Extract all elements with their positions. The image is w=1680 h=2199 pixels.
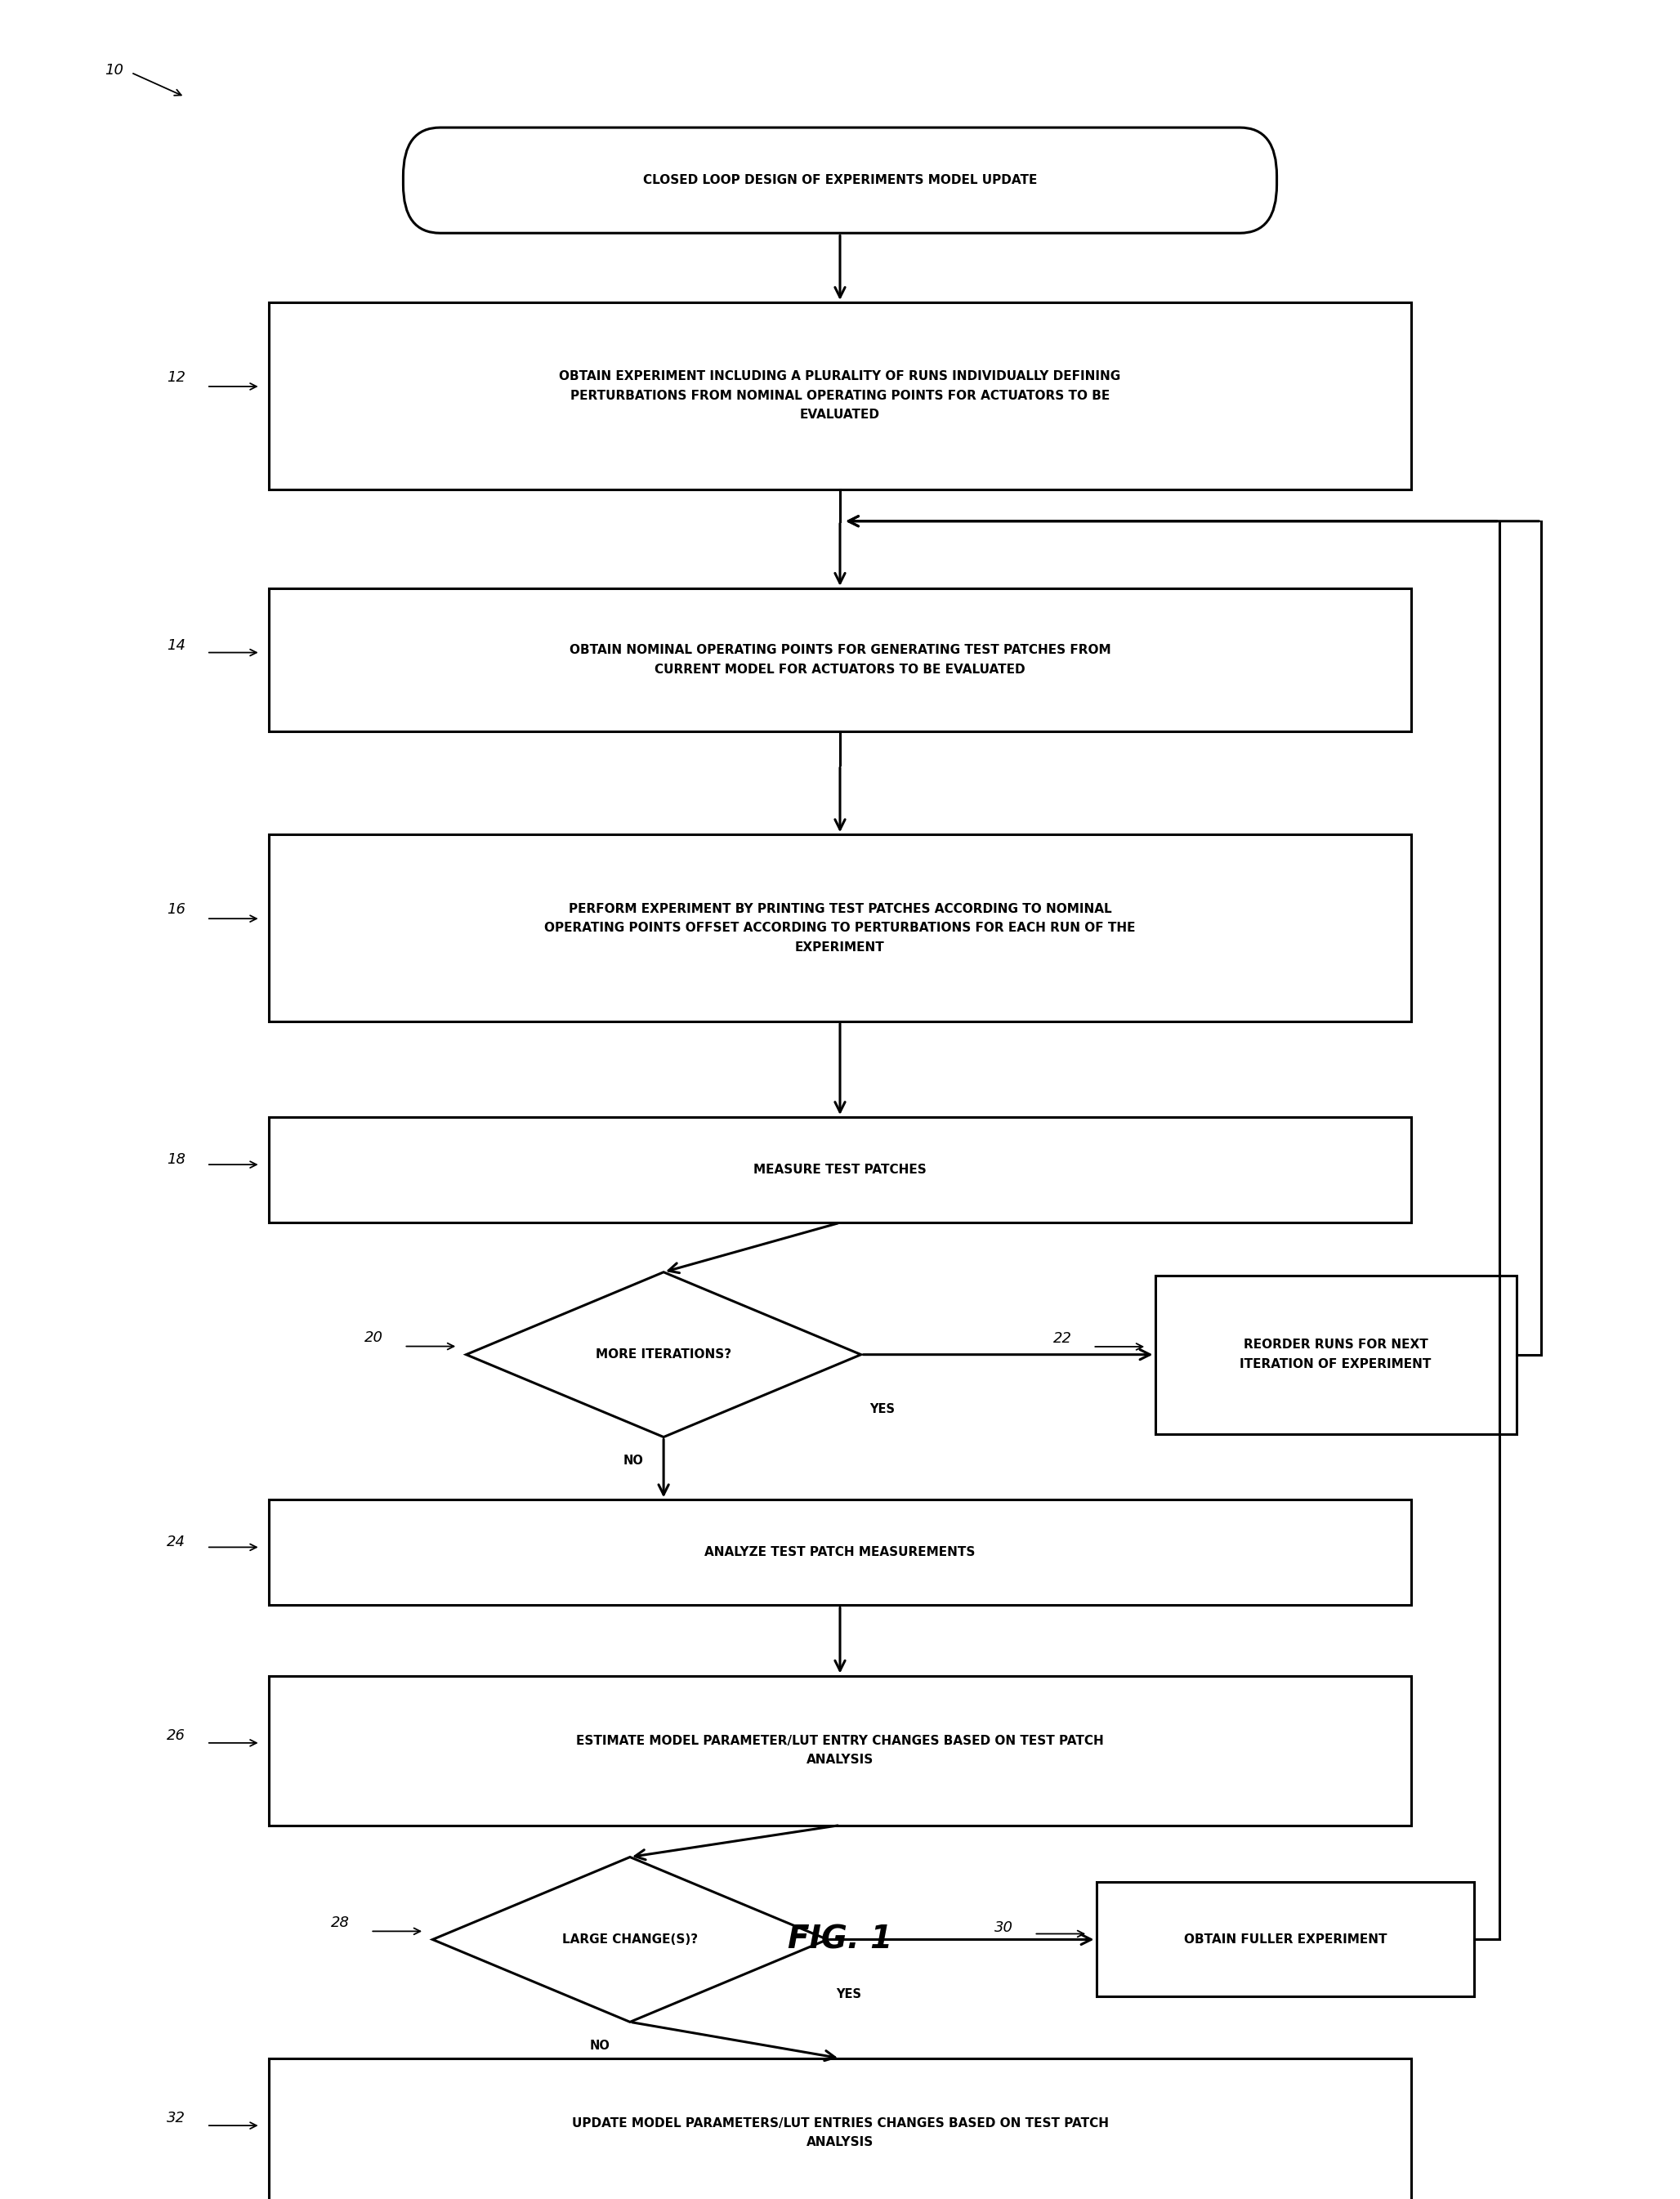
Bar [269,2058,1411,2199]
Text: 32: 32 [166,2111,186,2126]
Bar [1095,1882,1475,1997]
Bar [269,1676,1411,1825]
Text: 12: 12 [166,369,186,385]
Text: NO: NO [623,1456,643,1467]
Text: 26: 26 [166,1728,186,1744]
Text: ESTIMATE MODEL PARAMETER/LUT ENTRY CHANGES BASED ON TEST PATCH
ANALYSIS: ESTIMATE MODEL PARAMETER/LUT ENTRY CHANG… [576,1735,1104,1766]
Bar [1156,1275,1515,1434]
Bar [269,1117,1411,1223]
Text: UPDATE MODEL PARAMETERS/LUT ENTRIES CHANGES BASED ON TEST PATCH
ANALYSIS: UPDATE MODEL PARAMETERS/LUT ENTRIES CHAN… [571,2118,1109,2148]
Text: 16: 16 [166,902,186,917]
Text: PERFORM EXPERIMENT BY PRINTING TEST PATCHES ACCORDING TO NOMINAL
OPERATING POINT: PERFORM EXPERIMENT BY PRINTING TEST PATC… [544,904,1136,952]
Text: OBTAIN EXPERIMENT INCLUDING A PLURALITY OF RUNS INDIVIDUALLY DEFINING
PERTURBATI: OBTAIN EXPERIMENT INCLUDING A PLURALITY … [559,372,1121,420]
Text: MEASURE TEST PATCHES: MEASURE TEST PATCHES [754,1163,926,1176]
Text: 20: 20 [365,1330,383,1346]
Text: 10: 10 [104,64,124,77]
Text: 14: 14 [166,638,186,653]
Text: MORE ITERATIONS?: MORE ITERATIONS? [596,1348,731,1361]
Text: YES: YES [837,1988,862,2001]
Text: 24: 24 [166,1535,186,1550]
Bar [269,836,1411,1020]
Text: 30: 30 [995,1920,1013,1935]
Text: OBTAIN NOMINAL OPERATING POINTS FOR GENERATING TEST PATCHES FROM
CURRENT MODEL F: OBTAIN NOMINAL OPERATING POINTS FOR GENE… [570,644,1110,675]
Polygon shape [433,1856,828,2023]
Text: REORDER RUNS FOR NEXT
ITERATION OF EXPERIMENT: REORDER RUNS FOR NEXT ITERATION OF EXPER… [1240,1339,1431,1370]
Text: CLOSED LOOP DESIGN OF EXPERIMENTS MODEL UPDATE: CLOSED LOOP DESIGN OF EXPERIMENTS MODEL … [643,174,1037,187]
Text: OBTAIN FULLER EXPERIMENT: OBTAIN FULLER EXPERIMENT [1184,1933,1386,1946]
Text: 22: 22 [1053,1330,1072,1346]
Bar [269,301,1411,488]
Bar [269,589,1411,730]
Polygon shape [467,1271,860,1438]
FancyBboxPatch shape [403,128,1277,233]
Text: 28: 28 [331,1915,349,1931]
Text: LARGE CHANGE(S)?: LARGE CHANGE(S)? [563,1933,697,1946]
Text: NO: NO [590,2041,610,2052]
Text: FIG. 1: FIG. 1 [788,1924,892,1955]
Text: YES: YES [870,1403,895,1416]
Text: 18: 18 [166,1152,186,1168]
Bar [269,1500,1411,1605]
Text: ANALYZE TEST PATCH MEASUREMENTS: ANALYZE TEST PATCH MEASUREMENTS [704,1546,976,1559]
